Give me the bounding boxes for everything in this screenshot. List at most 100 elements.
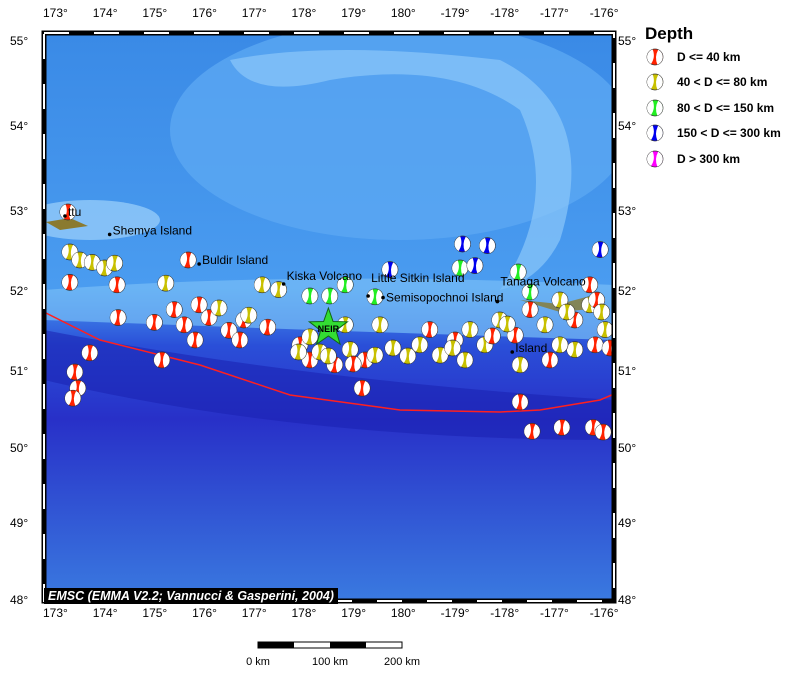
focal-mechanism-beachball [541,351,559,369]
place-marker [381,295,385,300]
plate-boundary [44,311,614,413]
lon-tick-bottom: 179° [341,606,367,620]
focal-mechanism-beachball [523,422,541,440]
focal-mechanism-beachball [259,318,277,336]
lat-tick-right: 54° [618,119,637,133]
lat-tick-right: 48° [618,593,637,607]
place-label: Tanaga Volcano [500,275,586,289]
focal-mechanism-beachball [536,316,554,334]
focal-mechanism-beachball [521,301,539,318]
legend-label: 80 < D <= 150 km [677,100,775,115]
lat-tick-left: 52° [10,284,29,298]
legend-beachball [646,99,664,117]
focal-mechanism-beachball [581,276,599,294]
legend-item: 150 < D <= 300 km [645,121,781,147]
focal-mechanism-beachball [106,254,123,272]
scale-label-100: 100 km [311,656,349,668]
lon-tick-top: 173° [43,6,68,20]
focal-mechanism-beachball [146,314,163,331]
focal-mechanism-beachball [399,347,417,365]
focal-mechanism-beachball [153,351,171,369]
lat-tick-right: 51° [618,364,637,378]
focal-mechanism-beachball [240,306,258,324]
focal-mechanism-beachball [479,237,496,254]
beachball-icon [646,73,664,91]
attu-island [46,218,88,230]
legend-beachball [646,124,664,142]
focal-mechanism-beachball [66,363,84,381]
lon-tick-bottom: -178° [490,606,520,620]
legend-item: 40 < D <= 80 km [645,70,781,96]
place-label: Semisopochnoi Island [386,291,503,305]
lon-tick-top: -177° [540,6,569,20]
focal-mechanism-beachball [444,339,461,357]
lon-tick-bottom: 173° [43,606,68,620]
lon-tick-top: 176° [192,6,217,20]
focal-mechanism-beachball [591,241,609,258]
focal-mechanism-beachball [165,301,183,318]
credit-label: EMSC (EMMA V2.2; Vannucci & Gasperini, 2… [44,588,338,604]
place-label: Island [515,341,547,355]
place-label: Kiska Volcano [287,269,363,283]
place-marker [63,214,67,218]
lat-tick-right: 52° [618,284,637,298]
focal-mechanism-beachball [586,336,604,354]
lon-tick-bottom: -177° [540,606,569,620]
lat-tick-left: 53° [10,204,29,218]
focal-mechanism-beachball [553,419,571,436]
focal-mechanism-beachball [366,346,384,364]
focal-mechanism-beachball [431,346,449,364]
focal-mechanisms [59,203,614,441]
place-marker [107,232,112,237]
focal-mechanism-beachball [451,259,469,277]
lon-tick-bottom: -176° [589,606,619,620]
lon-tick-top: 177° [241,6,267,20]
focal-mechanism-beachball [509,263,527,281]
focal-mechanism-beachball [71,251,89,269]
focal-mechanism-beachball [81,344,99,362]
lat-tick-right: 49° [618,516,637,530]
place-marker [510,350,515,354]
focal-mechanism-beachball [179,251,197,269]
place-marker [366,294,370,298]
lat-tick-left: 48° [10,593,29,607]
focal-mechanism-beachball [320,347,337,365]
epicenter-star-icon [307,306,349,346]
place-label: Buldir Island [202,253,268,267]
focal-mechanism-beachball [511,356,529,374]
place-marker [495,299,500,304]
focal-mechanism-beachball [596,321,614,338]
focal-mechanism-beachball [341,341,359,358]
focal-mechanism-beachball [454,235,471,253]
legend-item: D > 300 km [645,146,781,172]
legend-item: 80 < D <= 150 km [645,95,781,121]
focal-mechanism-beachball [566,341,584,358]
depth-legend: Depth D <= 40 km 40 < D <= 80 km 80 < D <=… [645,24,781,172]
lat-tick-left: 50° [10,441,29,455]
focal-mechanism-beachball [594,423,612,441]
focal-mechanism-beachball [461,321,479,338]
focal-mechanism-beachball [210,299,228,317]
focal-mechanism-beachball [108,276,126,294]
legend-beachball [646,48,664,66]
lat-tick-right: 50° [618,441,637,455]
lat-tick-right: 55° [618,34,637,48]
focal-mechanism-beachball [336,316,354,334]
place-labels: ttu Shemya Island Buldir Island Kiska Volca… [63,205,586,355]
lon-tick-top: 179° [341,6,367,20]
lon-tick-top: -179° [440,6,470,20]
lat-tick-right: 53° [618,204,637,218]
focal-mechanism-beachball [384,339,402,357]
focal-mechanism-beachball [64,389,82,407]
beachball-icon [646,124,664,142]
focal-mechanism-beachball [231,331,249,349]
focal-mechanism-beachball [186,331,204,349]
focal-mechanism-beachball [190,296,208,314]
lon-tick-top: -176° [589,6,619,20]
lon-tick-bottom: 177° [241,606,267,620]
beachball-icon [646,150,664,168]
focal-mechanism-beachball [498,315,516,333]
focal-mechanism-beachball [381,261,399,278]
focal-mechanism-beachball [521,283,539,301]
lat-tick-left: 49° [10,516,29,530]
